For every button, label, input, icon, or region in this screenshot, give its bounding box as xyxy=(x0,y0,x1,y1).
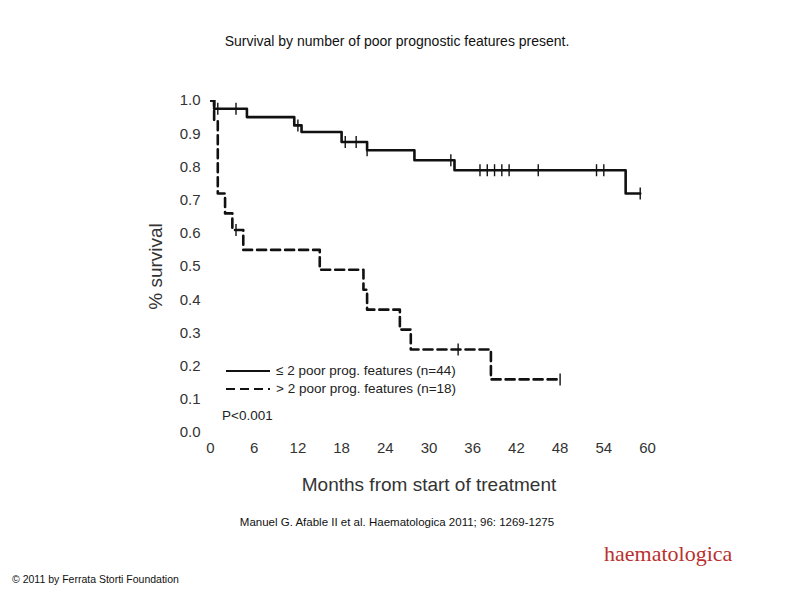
svg-text:Months from start of treatment: Months from start of treatment xyxy=(302,474,557,495)
svg-text:0.7: 0.7 xyxy=(180,191,201,208)
html-text:Survival by number of poor pro: Survival by number of poor prognostic fe… xyxy=(224,33,570,49)
html-text:P<0.001: P<0.001 xyxy=(222,408,273,423)
svg-text:24: 24 xyxy=(377,439,394,456)
svg-text:0.3: 0.3 xyxy=(180,324,201,341)
svg-text:0.1: 0.1 xyxy=(180,390,201,407)
svg-text:0.8: 0.8 xyxy=(180,158,201,175)
svg-text:54: 54 xyxy=(595,439,612,456)
svg-text:42: 42 xyxy=(508,439,525,456)
html-text:≤ 2 poor prog. features (n=44): ≤ 2 poor prog. features (n=44) xyxy=(276,363,456,378)
svg-text:0.5: 0.5 xyxy=(180,257,201,274)
svg-text:48: 48 xyxy=(552,439,569,456)
svg-text:1.0: 1.0 xyxy=(180,91,201,108)
svg-text:0.0: 0.0 xyxy=(180,423,201,440)
html-text:> 2 poor prog. features (n=18): > 2 poor prog. features (n=18) xyxy=(276,381,457,396)
svg-text:0.2: 0.2 xyxy=(180,357,201,374)
html-text:© 2011 by Ferrata Storti Found: © 2011 by Ferrata Storti Foundation xyxy=(12,573,179,585)
svg-text:% survival: % survival xyxy=(145,223,166,310)
html-text:haematologica: haematologica xyxy=(604,541,733,566)
svg-text:60: 60 xyxy=(639,439,656,456)
svg-text:0.6: 0.6 xyxy=(180,224,201,241)
svg-text:0: 0 xyxy=(206,439,214,456)
svg-text:30: 30 xyxy=(421,439,438,456)
svg-text:0.4: 0.4 xyxy=(180,291,201,308)
svg-text:6: 6 xyxy=(250,439,258,456)
svg-text:12: 12 xyxy=(290,439,307,456)
svg-text:18: 18 xyxy=(333,439,350,456)
svg-text:0.9: 0.9 xyxy=(180,125,201,142)
html-text:Manuel G. Afable II et al. Hae: Manuel G. Afable II et al. Haematologica… xyxy=(239,516,555,528)
svg-text:36: 36 xyxy=(464,439,481,456)
